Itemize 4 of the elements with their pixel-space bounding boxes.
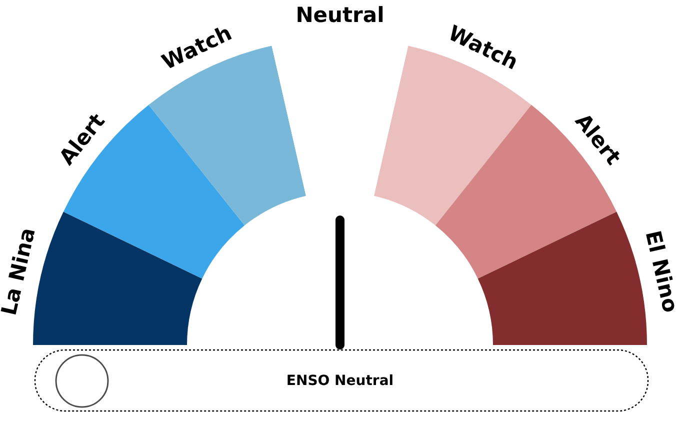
slice-label: Neutral [296,3,384,27]
slice-label: El Nino [640,228,683,315]
text: ENSO Neutral [286,373,394,389]
slice-label: La Nina [0,226,40,318]
